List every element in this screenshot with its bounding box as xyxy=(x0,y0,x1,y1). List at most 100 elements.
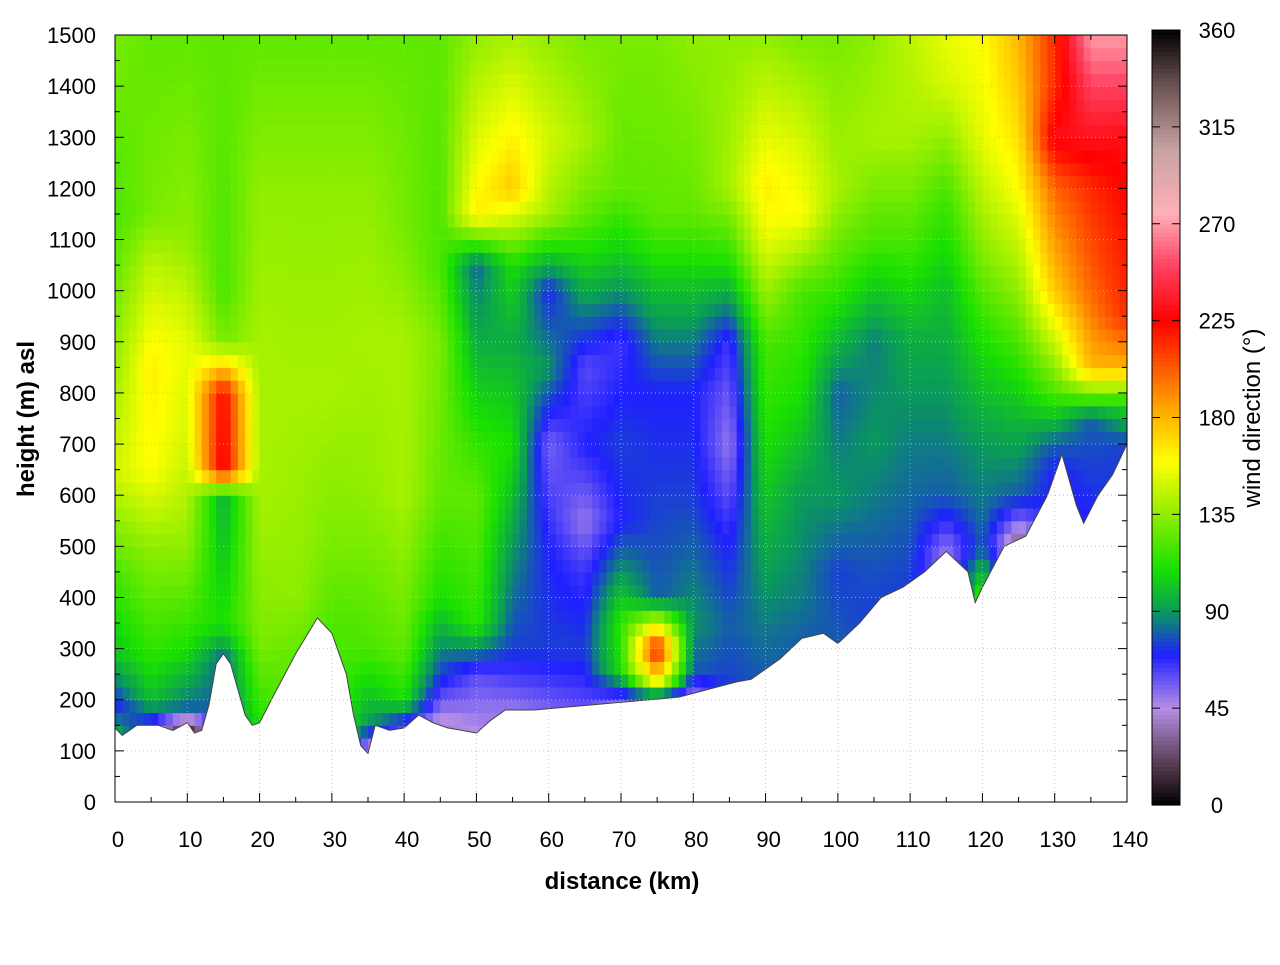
field-cell xyxy=(592,533,600,547)
field-cell xyxy=(382,648,391,662)
field-cell xyxy=(194,60,203,74)
field-cell xyxy=(223,367,232,381)
field-cell xyxy=(115,316,123,330)
field-cell xyxy=(469,392,478,407)
field-cell xyxy=(331,98,340,113)
field-cell xyxy=(606,265,615,279)
field-cell xyxy=(281,35,290,49)
field-cell xyxy=(548,252,557,266)
field-cell xyxy=(606,456,615,471)
field-cell xyxy=(418,265,427,279)
field-cell xyxy=(678,392,687,407)
field-cell xyxy=(194,111,203,126)
field-cell xyxy=(592,111,600,126)
field-cell xyxy=(281,456,290,471)
field-cell xyxy=(534,456,543,471)
field-cell xyxy=(187,392,196,407)
field-cell xyxy=(700,418,709,432)
field-cell xyxy=(664,239,673,253)
field-cell xyxy=(187,239,196,253)
field-cell xyxy=(404,520,412,535)
field-cell xyxy=(577,73,586,87)
field-cell xyxy=(122,354,131,368)
field-cell xyxy=(122,418,131,432)
field-cell xyxy=(425,239,434,253)
field-cell xyxy=(368,341,376,356)
field-cell xyxy=(700,507,709,522)
field-cell xyxy=(245,648,253,662)
field-cell xyxy=(302,392,311,407)
field-cell xyxy=(584,610,593,624)
field-cell xyxy=(570,150,579,164)
field-cell xyxy=(274,469,282,484)
field-cell xyxy=(411,341,420,356)
field-cell xyxy=(505,469,514,484)
field-cell xyxy=(628,559,637,573)
field-cell xyxy=(563,367,571,381)
field-cell xyxy=(129,674,138,688)
field-cell xyxy=(592,507,600,522)
field-cell xyxy=(375,712,384,726)
field-cell xyxy=(548,137,557,151)
field-cell xyxy=(368,699,376,714)
field-cell xyxy=(454,35,463,49)
field-cell xyxy=(331,354,340,368)
field-cell xyxy=(404,277,412,292)
field-cell xyxy=(375,277,384,292)
field-cell xyxy=(201,265,210,279)
field-cell xyxy=(216,456,225,471)
field-cell xyxy=(642,60,651,74)
field-cell xyxy=(671,367,680,381)
field-cell xyxy=(129,111,138,126)
field-cell xyxy=(375,507,384,522)
field-cell xyxy=(201,162,210,177)
field-cell xyxy=(295,47,304,62)
field-cell xyxy=(353,571,362,586)
field-cell xyxy=(700,469,709,484)
field-cell xyxy=(360,265,369,279)
field-cell xyxy=(172,162,181,177)
field-cell xyxy=(447,405,456,420)
field-cell xyxy=(512,584,521,599)
field-cell xyxy=(353,661,362,675)
field-cell xyxy=(375,354,384,368)
field-cell xyxy=(584,648,593,662)
field-cell xyxy=(599,520,608,535)
field-cell xyxy=(368,239,376,253)
field-cell xyxy=(180,290,188,305)
field-cell xyxy=(693,124,702,138)
field-cell xyxy=(129,277,138,292)
field-cell xyxy=(498,571,506,586)
field-cell xyxy=(686,648,694,662)
field-cell xyxy=(700,610,709,624)
field-cell xyxy=(194,137,203,151)
field-cell xyxy=(129,571,138,586)
field-cell xyxy=(360,367,369,381)
field-cell xyxy=(180,124,188,138)
field-cell xyxy=(628,507,637,522)
field-cell xyxy=(476,712,485,726)
field-cell xyxy=(216,303,225,317)
field-cell xyxy=(555,252,564,266)
field-cell xyxy=(686,303,694,317)
field-cell xyxy=(339,456,347,471)
field-cell xyxy=(418,469,427,484)
field-cell xyxy=(411,329,420,343)
field-cell xyxy=(613,35,622,49)
field-cell xyxy=(454,239,463,253)
field-cell xyxy=(310,86,318,100)
field-cell xyxy=(469,674,478,688)
field-cell xyxy=(230,571,239,586)
field-cell xyxy=(649,316,658,330)
field-cell xyxy=(302,47,311,62)
field-cell xyxy=(187,329,196,343)
field-cell xyxy=(180,277,188,292)
field-cell xyxy=(693,674,702,688)
field-cell xyxy=(577,290,586,305)
field-cell xyxy=(555,265,564,279)
field-cell xyxy=(346,73,355,87)
field-cell xyxy=(425,124,434,138)
field-cell xyxy=(237,482,246,496)
field-cell xyxy=(122,495,131,509)
